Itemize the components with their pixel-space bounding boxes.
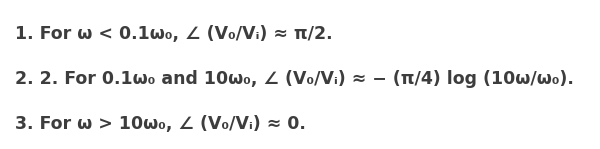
Text: 1. For ω < 0.1ω₀, ∠ (V₀/Vᵢ) ≈ π/2.: 1. For ω < 0.1ω₀, ∠ (V₀/Vᵢ) ≈ π/2. bbox=[15, 25, 332, 43]
Text: 2. 2. For 0.1ω₀ and 10ω₀, ∠ (V₀/Vᵢ) ≈ − (π/4) log (10ω/ω₀).: 2. 2. For 0.1ω₀ and 10ω₀, ∠ (V₀/Vᵢ) ≈ − … bbox=[15, 70, 574, 88]
Text: 3. For ω > 10ω₀, ∠ (V₀/Vᵢ) ≈ 0.: 3. For ω > 10ω₀, ∠ (V₀/Vᵢ) ≈ 0. bbox=[15, 115, 306, 133]
